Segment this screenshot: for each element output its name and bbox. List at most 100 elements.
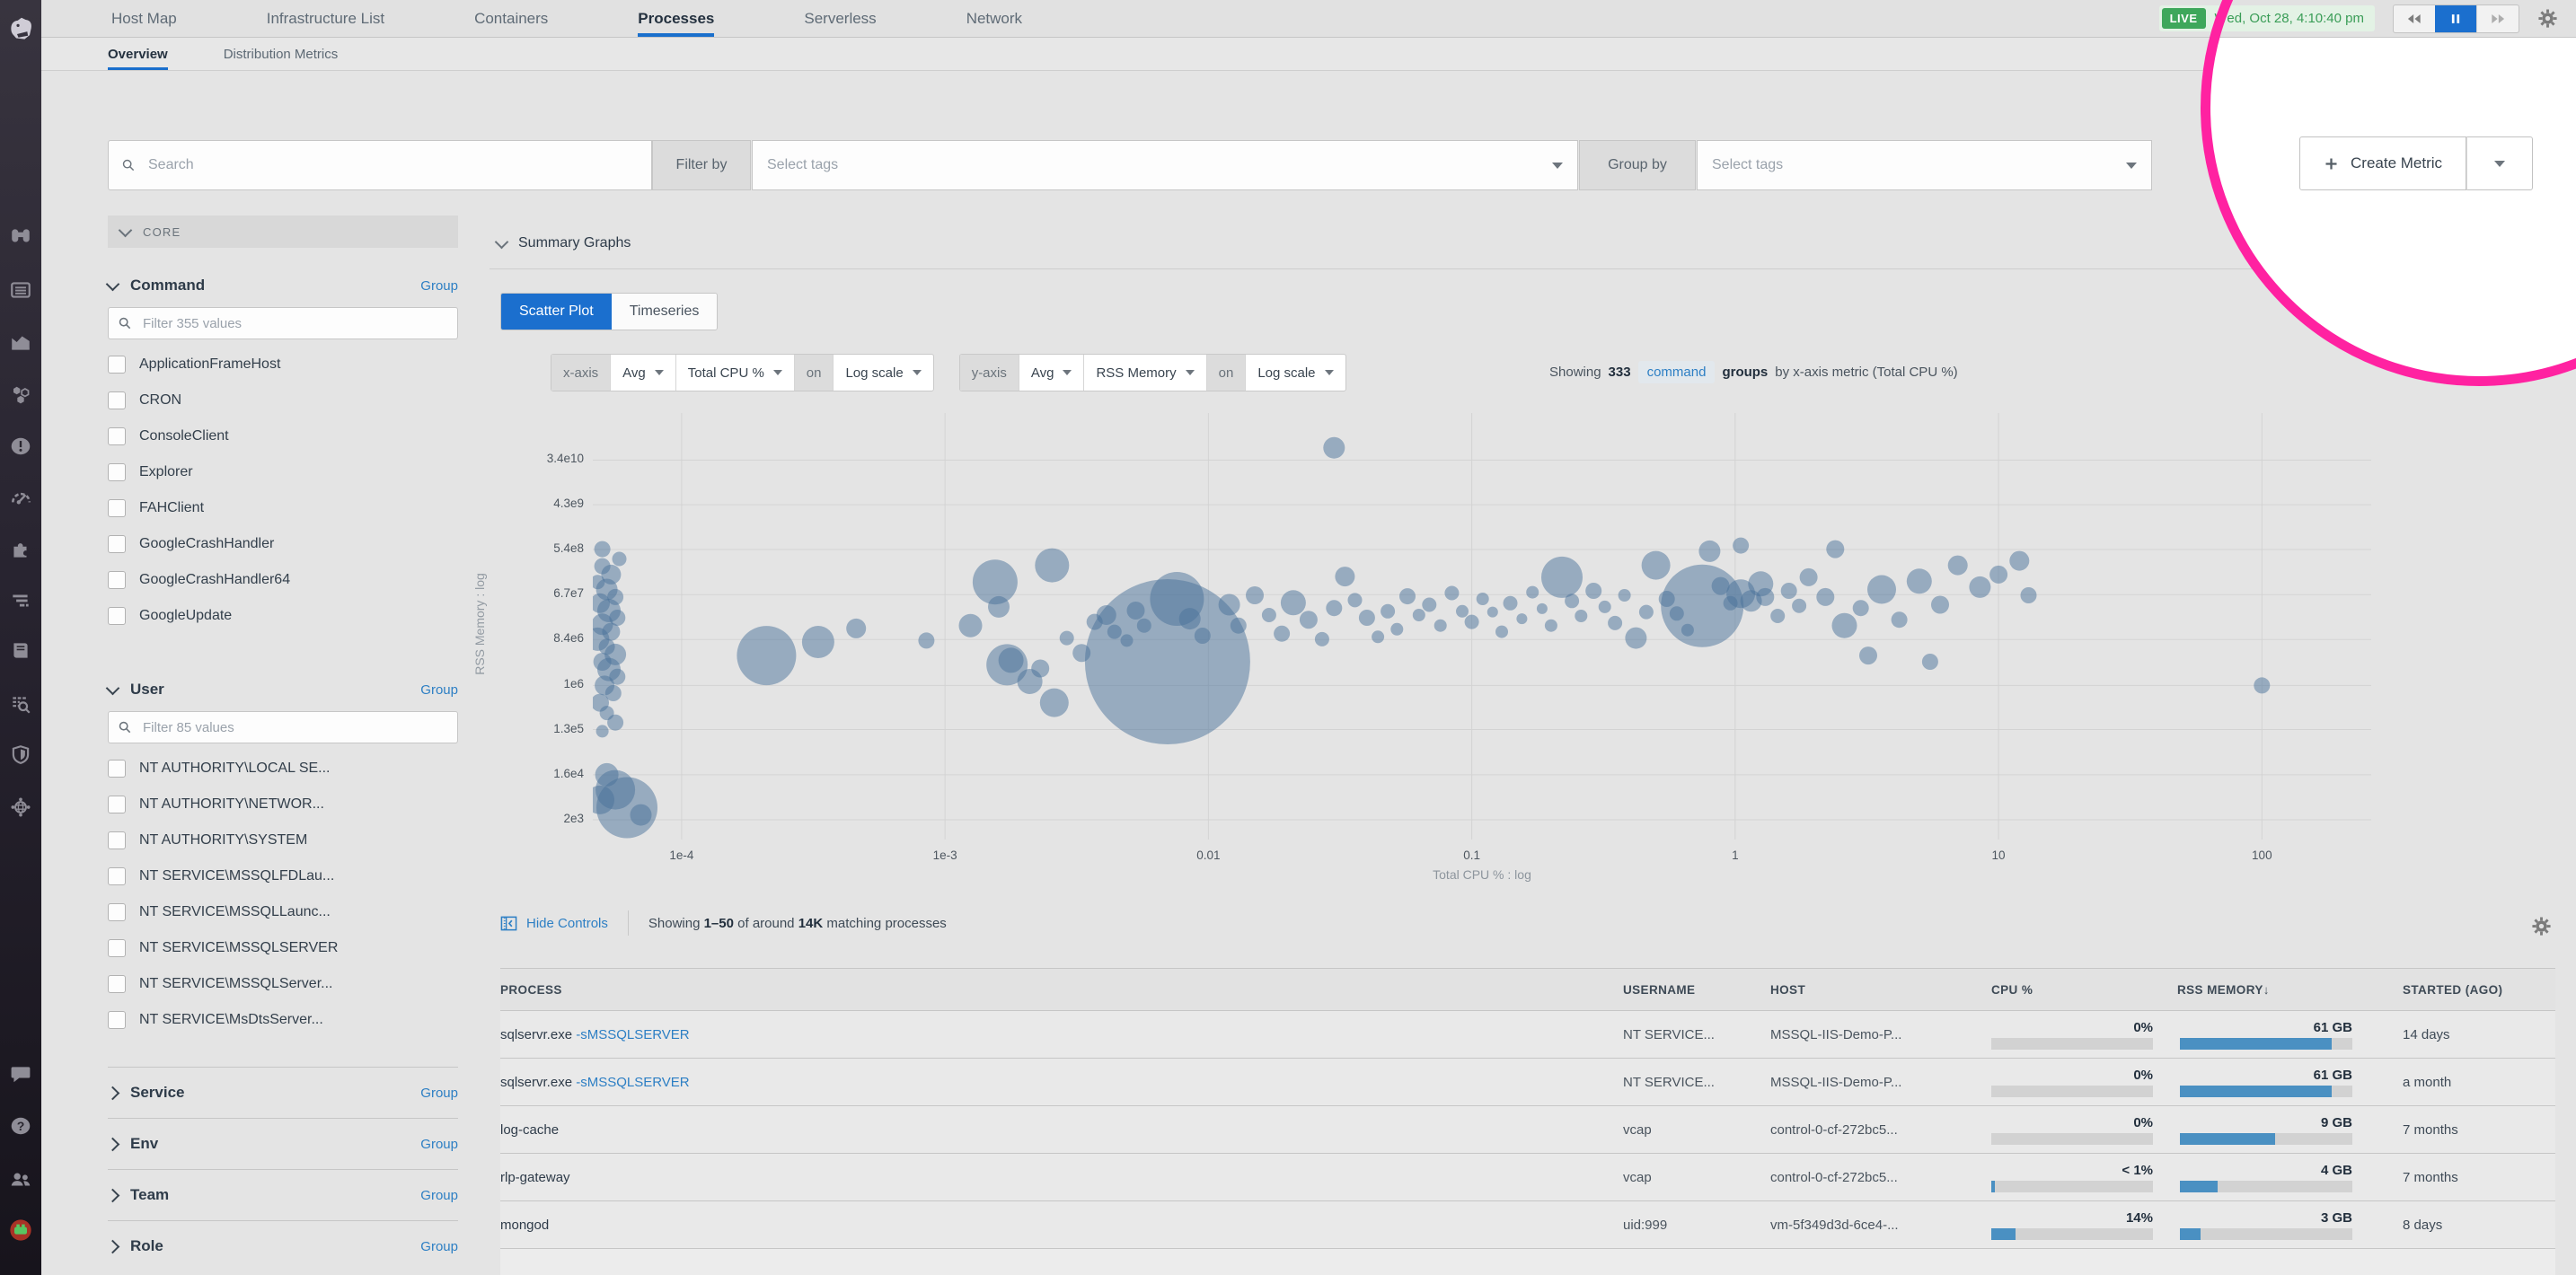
collapsed-filter-section[interactable]: Team Group: [105, 1169, 458, 1220]
group-tag-chip[interactable]: command: [1637, 361, 1716, 383]
collapsed-filter-section[interactable]: Env Group: [105, 1118, 458, 1169]
table-row-partial[interactable]: [500, 1249, 2555, 1275]
table-row[interactable]: rlp-gateway vcap control-0-cf-272bc5... …: [500, 1154, 2555, 1201]
user-filter-option[interactable]: NT SERVICE\MSSQLSERVER: [108, 930, 458, 966]
column-header[interactable]: CPU %: [1991, 982, 2033, 997]
column-header[interactable]: HOST: [1770, 982, 1806, 997]
notebooks-icon[interactable]: [9, 639, 32, 663]
security-shield-icon[interactable]: [9, 743, 32, 767]
collapsed-filter-section[interactable]: Service Group: [105, 1067, 458, 1118]
users-icon[interactable]: [9, 1168, 32, 1191]
checkbox[interactable]: [108, 796, 126, 813]
logs-search-icon[interactable]: [9, 692, 32, 716]
table-settings-gear-icon[interactable]: [2531, 916, 2552, 936]
table-row[interactable]: sqlservr.exe -sMSSQLSERVER NT SERVICE...…: [500, 1011, 2555, 1059]
checkbox[interactable]: [108, 463, 126, 481]
column-header[interactable]: PROCESS: [500, 982, 562, 997]
watchdog-binoculars-icon[interactable]: [9, 224, 32, 248]
metrics-chart-icon[interactable]: [9, 330, 32, 354]
chevron-down-icon[interactable]: [105, 277, 120, 291]
column-header[interactable]: USERNAME: [1623, 982, 1696, 997]
checkbox[interactable]: [108, 427, 126, 445]
command-filter-option[interactable]: CRON: [108, 382, 458, 418]
summary-graphs-header[interactable]: Summary Graphs: [494, 234, 631, 251]
user-filter-option[interactable]: NT SERVICE\MSSQLFDLau...: [108, 858, 458, 894]
y-axis-scale-select[interactable]: Log scale: [1246, 355, 1345, 391]
process-arg-link[interactable]: -sMSSQLSERVER: [576, 1074, 690, 1090]
checkbox[interactable]: [108, 391, 126, 409]
pause-button[interactable]: [2435, 4, 2476, 32]
x-axis-scale-select[interactable]: Log scale: [834, 355, 932, 391]
datadog-logo[interactable]: [6, 14, 35, 43]
checkbox[interactable]: [108, 760, 126, 778]
process-arg-link[interactable]: -sMSSQLSERVER: [576, 1026, 690, 1042]
chevron-down-icon[interactable]: [105, 681, 120, 695]
infrastructure-hexagons-icon[interactable]: [9, 383, 32, 407]
settings-gear-icon[interactable]: [2537, 8, 2558, 29]
user-filter-input[interactable]: [141, 718, 448, 736]
graph-type-button[interactable]: Scatter Plot: [501, 294, 612, 330]
x-axis-aggregation-select[interactable]: Avg: [611, 355, 676, 391]
view-tab[interactable]: Overview: [108, 38, 168, 70]
collapsed-filter-section[interactable]: Role Group: [105, 1220, 458, 1271]
top-nav-item[interactable]: Processes: [638, 0, 715, 37]
top-nav-item[interactable]: Infrastructure List: [266, 9, 385, 27]
search-input[interactable]: [146, 156, 639, 174]
y-axis-aggregation-select[interactable]: Avg: [1019, 355, 1085, 391]
create-metric-dropdown-button[interactable]: [2466, 136, 2534, 190]
command-filter-option[interactable]: GoogleCrashHandler64: [108, 562, 458, 598]
network-globe-icon[interactable]: [9, 796, 32, 819]
checkbox[interactable]: [108, 607, 126, 625]
fast-forward-button[interactable]: [2476, 4, 2519, 32]
chat-bubble-icon[interactable]: [9, 1062, 32, 1086]
monitors-alert-icon[interactable]: [9, 435, 32, 458]
section-title-user[interactable]: User: [130, 681, 164, 698]
view-tab[interactable]: Distribution Metrics: [223, 46, 339, 62]
command-filter-option[interactable]: ApplicationFrameHost: [108, 347, 458, 382]
integrations-puzzle-icon[interactable]: [9, 538, 32, 561]
table-row[interactable]: mongod uid:999 vm-5f349d3d-6ce4-... 14% …: [500, 1201, 2555, 1249]
help-icon[interactable]: ?: [9, 1114, 32, 1138]
core-section-header[interactable]: CORE: [108, 215, 458, 248]
group-tags-select[interactable]: Select tags: [1697, 140, 2152, 190]
command-filter-input[interactable]: [141, 314, 448, 332]
live-time-chip[interactable]: LIVE Wed, Oct 28, 4:10:40 pm: [2158, 5, 2375, 31]
scatter-plot-canvas[interactable]: [593, 413, 2371, 840]
checkbox[interactable]: [108, 499, 126, 517]
checkbox[interactable]: [108, 535, 126, 553]
command-filter-option[interactable]: ConsoleClient: [108, 418, 458, 454]
create-metric-button[interactable]: Create Metric: [2299, 136, 2467, 190]
command-filter-option[interactable]: Explorer: [108, 454, 458, 490]
graph-type-button[interactable]: Timeseries: [611, 294, 718, 330]
checkbox[interactable]: [108, 571, 126, 589]
checkbox[interactable]: [108, 867, 126, 885]
checkbox[interactable]: [108, 903, 126, 921]
table-row[interactable]: log-cache vcap control-0-cf-272bc5... 0%…: [500, 1106, 2555, 1154]
user-filter-option[interactable]: NT SERVICE\MSSQLLaunc...: [108, 894, 458, 930]
user-filter-option[interactable]: NT AUTHORITY\NETWOR...: [108, 787, 458, 822]
filter-tags-select[interactable]: Select tags: [752, 140, 1578, 190]
group-by-command-link[interactable]: Group: [420, 277, 458, 294]
checkbox[interactable]: [108, 1011, 126, 1029]
top-nav-item[interactable]: Serverless: [804, 9, 877, 27]
section-title-command[interactable]: Command: [130, 277, 206, 294]
events-list-icon[interactable]: [9, 278, 32, 302]
user-filter-option[interactable]: NT SERVICE\MsDtsServer...: [108, 1002, 458, 1038]
checkbox[interactable]: [108, 356, 126, 374]
user-filter-option[interactable]: NT AUTHORITY\LOCAL SE...: [108, 751, 458, 787]
command-filter-option[interactable]: FAHClient: [108, 490, 458, 526]
checkbox[interactable]: [108, 975, 126, 993]
user-filter-option[interactable]: NT AUTHORITY\SYSTEM: [108, 822, 458, 858]
checkbox[interactable]: [108, 831, 126, 849]
hide-controls-link[interactable]: Hide Controls: [500, 915, 608, 932]
apm-traces-icon[interactable]: [9, 589, 32, 612]
command-filter-option[interactable]: GoogleCrashHandler: [108, 526, 458, 562]
checkbox[interactable]: [108, 939, 126, 957]
group-by-user-link[interactable]: Group: [420, 681, 458, 698]
synthetics-gauge-icon[interactable]: [9, 487, 32, 510]
user-avatar[interactable]: [8, 1218, 33, 1243]
top-nav-item[interactable]: Host Map: [111, 9, 177, 27]
column-header[interactable]: STARTED (AGO): [2403, 982, 2503, 997]
x-axis-metric-select[interactable]: Total CPU %: [676, 355, 795, 391]
column-header[interactable]: RSS MEMORY↓: [2177, 982, 2270, 997]
